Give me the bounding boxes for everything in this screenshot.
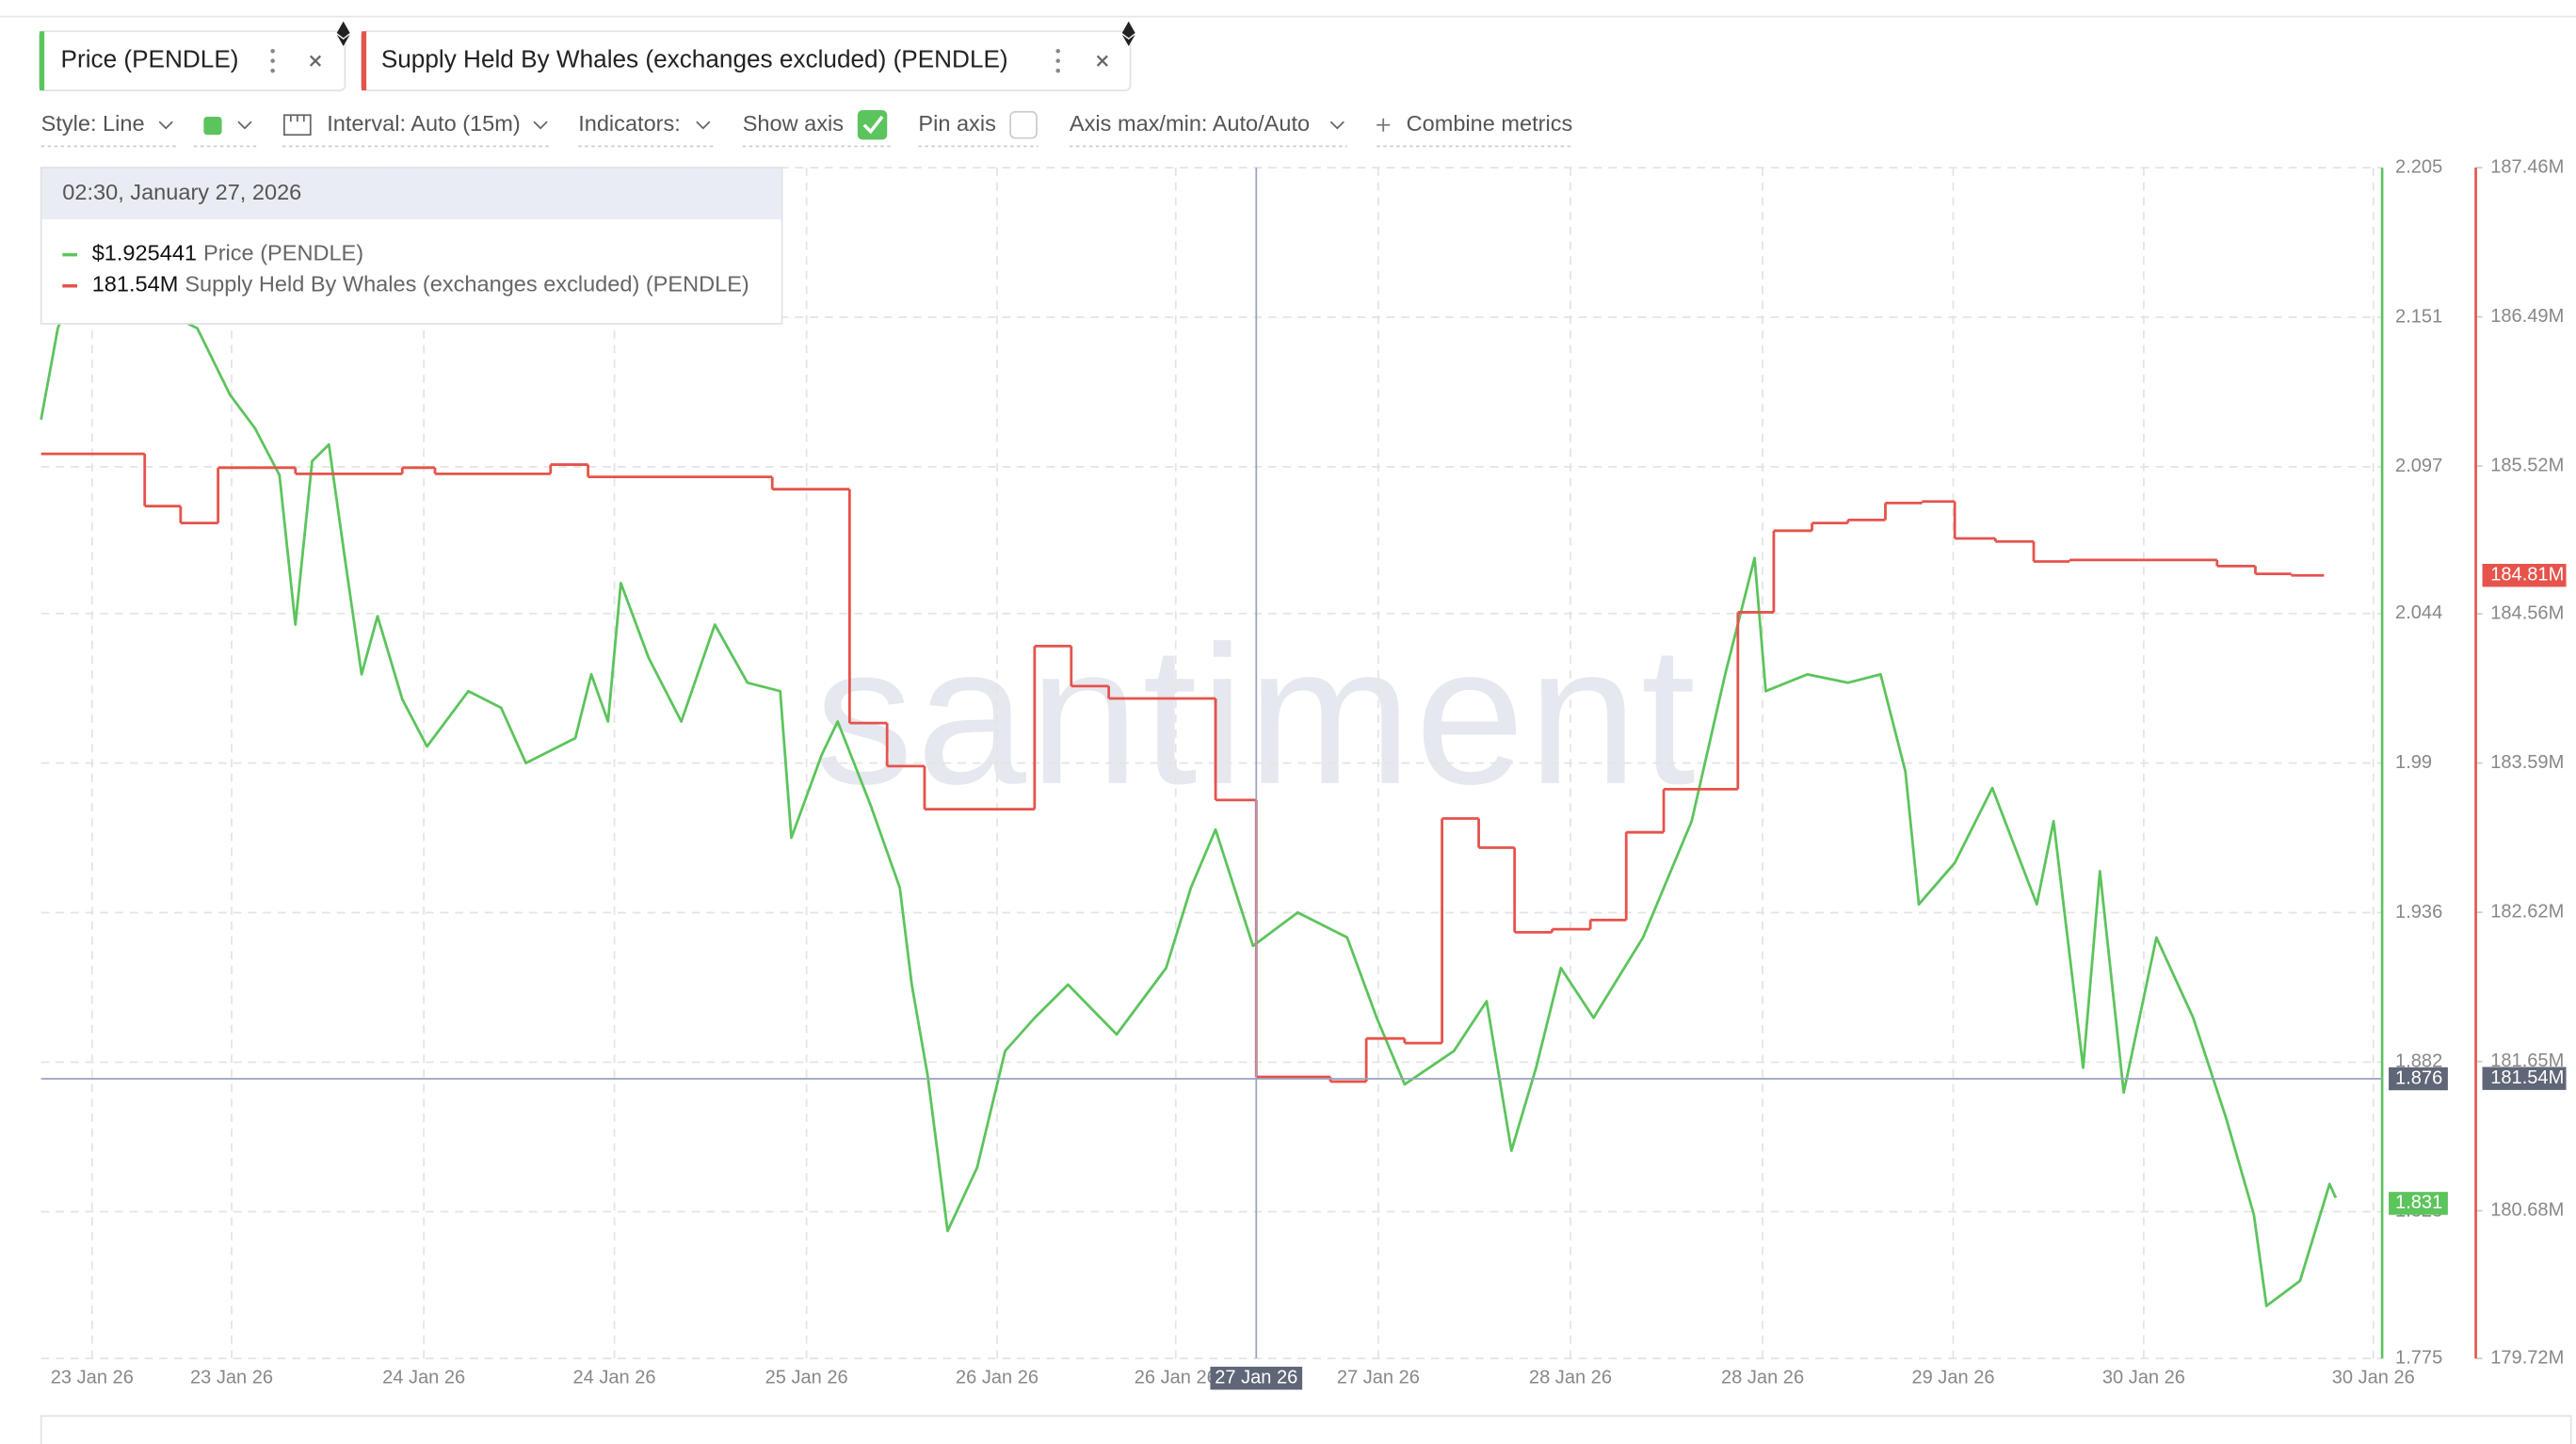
- menu-icon[interactable]: [270, 48, 275, 73]
- y2-tick-label: 186.49M: [2490, 306, 2564, 327]
- tab-accent: [361, 31, 367, 91]
- metric-tab[interactable]: Supply Held By Whales (exchanges exclude…: [361, 21, 1135, 91]
- close-icon[interactable]: [1096, 55, 1108, 67]
- color-swatch[interactable]: [203, 117, 222, 136]
- checkmark: [862, 115, 884, 135]
- x-tick-label: 23 Jan 26: [51, 1367, 134, 1388]
- y2-tick-label: 181.65M: [2490, 1051, 2564, 1071]
- tooltip-row: $1.925441 Price (PENDLE): [92, 241, 363, 265]
- y2-tick-label: 179.72M: [2490, 1347, 2564, 1368]
- navigator: [40, 1415, 2572, 1444]
- crosshair-y2-box: [2482, 1067, 2567, 1090]
- tab-label: Price (PENDLE): [61, 45, 239, 73]
- x-tick-label: 26 Jan 26: [1135, 1367, 1217, 1388]
- y-tick-label: 2.205: [2395, 156, 2442, 177]
- y-tick-label: 1.936: [2395, 902, 2442, 923]
- show-axis-label[interactable]: Show axis: [743, 111, 844, 136]
- data-layer: [40, 168, 2383, 1359]
- interval-control[interactable]: Interval: Auto (15m): [327, 111, 520, 136]
- y-tick-label: 2.044: [2395, 602, 2442, 623]
- x-tick-label: 24 Jan 26: [573, 1367, 656, 1388]
- y2-tick-label: 184.56M: [2490, 602, 2564, 623]
- y2-tick-label: 182.62M: [2490, 901, 2564, 922]
- last-value-label: 184.81M: [2490, 565, 2564, 586]
- x-tick-label: 27 Jan 26: [1337, 1367, 1420, 1388]
- plus-icon: [1377, 118, 1391, 132]
- x-tick-label: 25 Jan 26: [765, 1367, 848, 1388]
- style-control[interactable]: Style: Line: [41, 111, 145, 136]
- y-tick-label: 2.097: [2395, 456, 2442, 476]
- crosshair-y-box: [2389, 1067, 2448, 1091]
- x-tick-label: 29 Jan 26: [1911, 1367, 1994, 1388]
- last-value-box: [2389, 1192, 2448, 1215]
- chevron: [1329, 120, 1344, 130]
- close-icon[interactable]: [309, 55, 322, 67]
- pin-axis-label[interactable]: Pin axis: [918, 111, 995, 136]
- y2-tick-label: 187.46M: [2490, 156, 2564, 177]
- y-tick-label: 1.882: [2395, 1051, 2442, 1072]
- chevron: [696, 120, 711, 130]
- x-tick-label: 28 Jan 26: [1721, 1367, 1804, 1388]
- show-axis-checkbox[interactable]: [857, 110, 888, 140]
- tooltip-time: 02:30, January 27, 2026: [62, 180, 301, 204]
- tab-accent: [39, 31, 45, 91]
- pin-axis-checkbox[interactable]: [1009, 110, 1038, 139]
- x-tick-label: 23 Jan 26: [190, 1367, 273, 1388]
- chevron: [237, 120, 252, 130]
- y-tick-label: 1.775: [2395, 1347, 2442, 1368]
- eth-icon: [336, 21, 350, 46]
- menu-icon[interactable]: [1055, 48, 1060, 73]
- chevron: [533, 120, 548, 130]
- y-tick-label: 2.151: [2395, 306, 2442, 327]
- combine-metrics[interactable]: Combine metrics: [1407, 111, 1573, 136]
- tooltip-metric: Price (PENDLE): [203, 241, 363, 265]
- tooltip: 02:30, January 27, 2026 $1.925441 Price (…: [40, 167, 783, 325]
- tooltip-row: 181.54M Supply Held By Whales (exchanges …: [92, 272, 749, 297]
- y2-tick-label: 180.68M: [2490, 1200, 2564, 1221]
- tab-label: Supply Held By Whales (exchanges exclude…: [381, 45, 1008, 73]
- crosshair-x-box: [1210, 1366, 1303, 1390]
- crosshair-y-label: 1.876: [2395, 1067, 2442, 1088]
- crosshair-x-label: 27 Jan 26: [1215, 1367, 1297, 1388]
- axis-range-control[interactable]: Axis max/min: Auto/Auto: [1070, 111, 1310, 136]
- y-tick-label: 1.99: [2395, 752, 2432, 773]
- ruler-icon: [282, 114, 312, 136]
- tooltip-metric: Supply Held By Whales (exchanges exclude…: [185, 272, 749, 297]
- x-tick-label: 26 Jan 26: [956, 1367, 1038, 1388]
- crosshair-y2-label: 181.54M: [2490, 1067, 2564, 1088]
- grid-layer: santiment 2.205 2.151 2.097 2.044 1.99 1.936 1.…: [40, 156, 2564, 1388]
- tooltip-value: 181.54M: [92, 272, 179, 297]
- watermark: santiment: [814, 605, 1699, 826]
- x-tick-label: 30 Jan 26: [2102, 1367, 2185, 1388]
- x-tick-label: 24 Jan 26: [382, 1367, 465, 1388]
- y2-tick-label: 185.52M: [2490, 455, 2564, 475]
- eth-icon: [1121, 21, 1135, 46]
- tooltip-header: [41, 168, 781, 220]
- chevron: [158, 120, 173, 130]
- axis-labels-layer: 27 Jan 26 1.876 181.54M 1.831 184.81M: [1210, 564, 2567, 1390]
- x-tick-label: 28 Jan 26: [1529, 1367, 1612, 1388]
- y2-tick-label: 183.59M: [2490, 752, 2564, 773]
- last-value-label: 1.831: [2395, 1193, 2442, 1213]
- x-tick-label: 30 Jan 26: [2332, 1367, 2415, 1388]
- tooltip-value: $1.925441: [92, 241, 197, 265]
- metric-tab[interactable]: Price (PENDLE): [39, 21, 350, 91]
- price-line: [40, 213, 2338, 1308]
- indicators-control[interactable]: Indicators:: [578, 111, 681, 136]
- last-value-box: [2482, 564, 2567, 587]
